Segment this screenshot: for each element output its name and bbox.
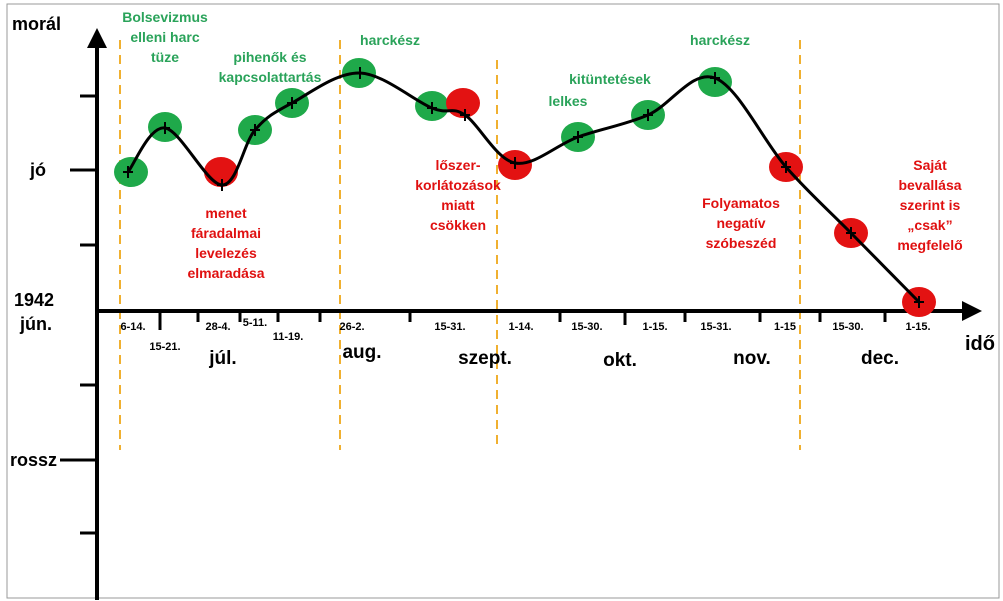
curve-tick — [710, 72, 720, 84]
curve-tick — [217, 179, 227, 191]
annotation: harckész — [360, 32, 420, 48]
period-label: 1-15 — [774, 321, 796, 333]
period-label: 1-15. — [642, 321, 667, 333]
period-label: 15-30. — [832, 321, 863, 333]
month-label: aug. — [342, 342, 381, 363]
start-year: 1942 — [14, 290, 54, 310]
period-label: 1-14. — [508, 321, 533, 333]
curve-tick — [160, 122, 170, 134]
curve-tick — [781, 161, 791, 173]
month-label: szept. — [458, 348, 512, 369]
morale-curve — [126, 71, 921, 304]
y-axis-title: morál — [12, 14, 61, 34]
period-label: 11-19. — [273, 331, 304, 343]
curve-tick — [510, 157, 520, 169]
curve-tick — [460, 109, 470, 121]
annotation: Saját — [913, 157, 947, 173]
curve-tick — [914, 296, 924, 308]
annotation: Bolsevizmus — [122, 9, 208, 25]
annotation: szóbeszéd — [706, 235, 777, 251]
annotation: kitüntetések — [569, 71, 651, 87]
annotation: levelezés — [195, 245, 257, 261]
curve-tick — [573, 131, 583, 143]
period-label: 15-31. — [700, 321, 731, 333]
annotation: tüze — [151, 49, 179, 65]
month-label: nov. — [733, 348, 771, 369]
period-label: 15-31. — [434, 321, 465, 333]
curve-tick — [287, 97, 297, 109]
y-axis-label: rossz — [10, 450, 57, 470]
start-month: jún. — [19, 314, 52, 334]
curve-tick — [355, 67, 365, 79]
annotation: kapcsolattartás — [219, 69, 322, 85]
annotation: elleni harc — [130, 29, 199, 45]
month-label: júl. — [208, 348, 236, 369]
curve-tick — [846, 227, 856, 239]
month-label: dec. — [861, 348, 899, 369]
period-label: 5-11. — [243, 317, 267, 329]
period-label: 15-21. — [149, 341, 180, 353]
period-label: 26-2. — [339, 321, 364, 333]
annotation: bevallása — [898, 177, 961, 193]
period-label: 6-14. — [120, 321, 145, 333]
curve-tick — [427, 102, 437, 114]
y-axis-label: jó — [29, 160, 46, 180]
y-axis-ticks — [60, 94, 97, 535]
annotation: pihenők és — [233, 49, 306, 65]
annotation: megfelelő — [897, 237, 962, 253]
period-label: 15-30. — [571, 321, 602, 333]
curve-tick — [250, 124, 260, 136]
month-label: okt. — [603, 350, 637, 371]
annotation: csökken — [430, 217, 486, 233]
period-label: 1-15. — [905, 321, 930, 333]
curve-tick — [123, 166, 133, 178]
annotation: Folyamatos — [702, 195, 780, 211]
frame — [6, 3, 1000, 599]
annotation: menet — [205, 205, 247, 221]
curve-tick — [643, 109, 653, 121]
annotation: fáradalmai — [191, 225, 261, 241]
period-dividers — [119, 40, 801, 450]
period-label: 28-4. — [205, 321, 230, 333]
annotation: lelkes — [549, 93, 588, 109]
annotation: negatív — [716, 215, 765, 231]
x-axis-title: idő — [965, 333, 995, 355]
annotation: miatt — [441, 197, 475, 213]
annotation: szerint is — [900, 197, 961, 213]
annotation: elmaradása — [187, 265, 264, 281]
annotation: korlátozások — [415, 177, 501, 193]
x-axis-ticks — [158, 311, 887, 330]
annotation: harckész — [690, 32, 750, 48]
annotation: lőszer- — [435, 157, 480, 173]
annotation: „csak” — [907, 217, 952, 233]
